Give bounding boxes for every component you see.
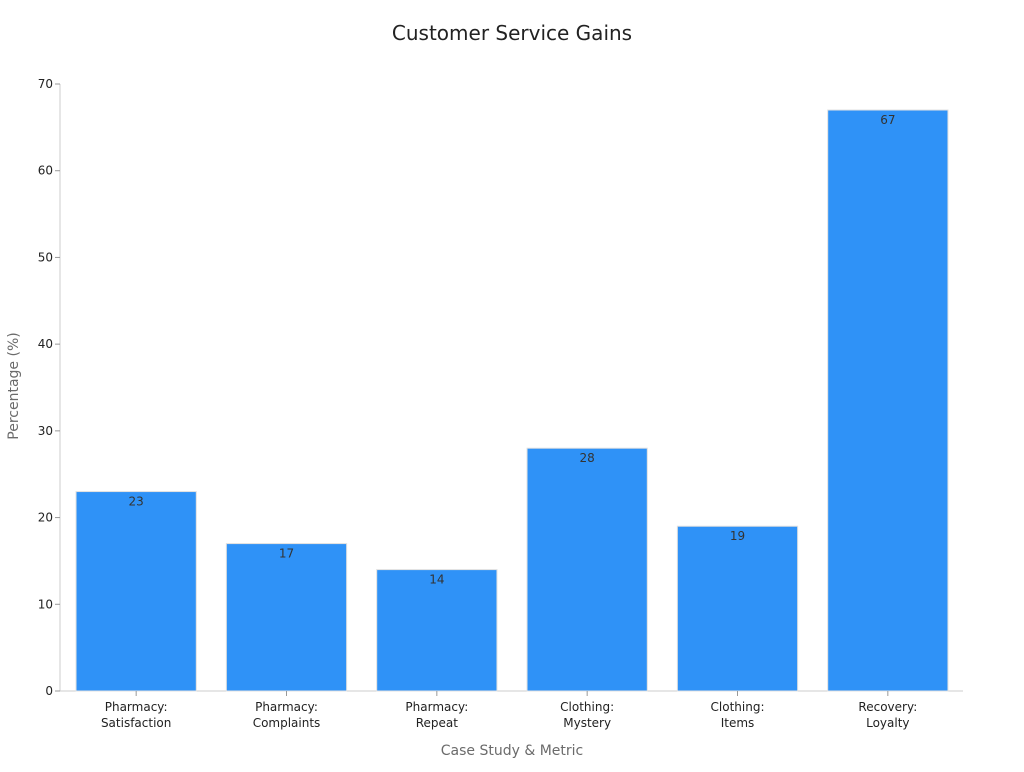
bar <box>75 491 197 692</box>
bar-value-label: 23 <box>129 495 144 509</box>
y-tick-label: 30 <box>38 424 53 438</box>
x-axis-title: Case Study & Metric <box>441 743 583 759</box>
x-tick-label: Pharmacy: Satisfaction <box>101 700 171 730</box>
x-tick-label-line: Recovery: <box>858 700 917 714</box>
x-tick-label: Clothing: Mystery <box>560 700 614 730</box>
y-tick-label: 0 <box>45 684 53 698</box>
x-tick-label-line: Repeat <box>416 716 459 730</box>
x-tick-label-line: Pharmacy: <box>255 700 318 714</box>
bar <box>526 447 648 692</box>
plot-area: 0 10 20 30 40 50 60 70 23 Pharmacy: Satisfaction 17… <box>38 77 963 730</box>
x-tick-label: Clothing: Items <box>711 700 765 730</box>
x-tick-label: Pharmacy: Repeat <box>405 700 468 730</box>
bar <box>225 543 348 692</box>
bar <box>676 525 799 692</box>
bar-value-label: 17 <box>279 547 294 561</box>
x-tick-label-line: Mystery <box>563 716 611 730</box>
x-tick-label-line: Pharmacy: <box>105 700 168 714</box>
x-tick-label-line: Pharmacy: <box>405 700 468 714</box>
x-tick-label: Recovery: Loyalty <box>858 700 917 730</box>
y-tick-label: 40 <box>38 337 53 351</box>
bar-value-label: 67 <box>880 113 895 127</box>
bar-value-label: 28 <box>580 451 595 465</box>
y-axis-title: Percentage (%) <box>6 332 22 439</box>
y-tick-label: 20 <box>38 511 53 525</box>
x-tick-label-line: Complaints <box>253 716 321 730</box>
bar <box>827 109 949 692</box>
x-tick-label-line: Clothing: <box>560 700 614 714</box>
x-tick-label-line: Items <box>721 716 755 730</box>
x-tick-label: Pharmacy: Complaints <box>253 700 321 730</box>
bar-value-label: 14 <box>429 573 444 587</box>
y-tick-label: 70 <box>38 77 53 91</box>
x-tick-label-line: Clothing: <box>711 700 765 714</box>
bar <box>376 569 498 692</box>
bar-value-label: 19 <box>730 529 745 543</box>
y-tick-label: 60 <box>38 164 53 178</box>
x-tick-label-line: Satisfaction <box>101 716 171 730</box>
y-tick-label: 10 <box>38 597 53 611</box>
y-tick-label: 50 <box>38 250 53 264</box>
chart-title: Customer Service Gains <box>392 21 632 45</box>
x-tick-label-line: Loyalty <box>866 716 909 730</box>
